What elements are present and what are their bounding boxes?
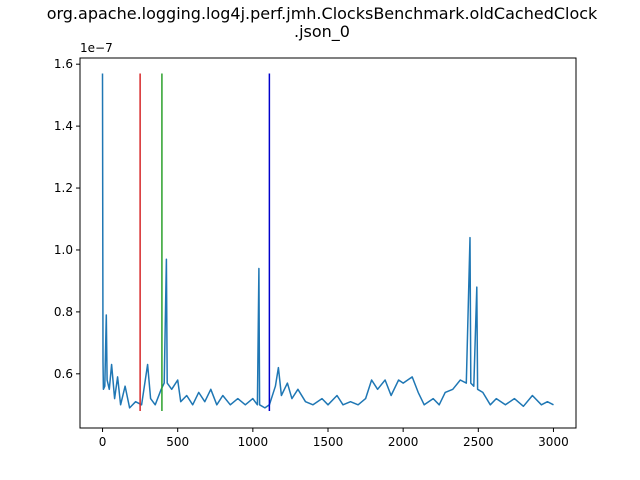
chart-title-line-2: .json_0 [294, 22, 350, 42]
y-tick-label: 1.6 [54, 57, 73, 71]
y-tick-label: 0.8 [54, 305, 73, 319]
axis-ticks: 0 500 1000 1500 2000 2500 3000 0.6 0.8 1.0 1.2 1.4 1… [54, 57, 569, 449]
x-tick-label: 0 [99, 435, 107, 449]
y-axis-offset-label: 1e−7 [80, 41, 113, 55]
axes-frame [79, 57, 577, 429]
chart-title-line-1: org.apache.logging.log4j.perf.jmh.Clocks… [47, 4, 598, 23]
y-tick-label: 1.4 [54, 119, 73, 133]
x-tick-label: 2000 [388, 435, 419, 449]
x-tick-label: 500 [166, 435, 189, 449]
x-tick-label: 2500 [463, 435, 494, 449]
y-tick-label: 1.0 [54, 243, 73, 257]
y-tick-label: 0.6 [54, 367, 73, 381]
series-line-0 [101, 73, 554, 409]
x-tick-label: 1000 [238, 435, 269, 449]
x-tick-label: 3000 [538, 435, 569, 449]
plot-area [101, 73, 554, 411]
y-tick-label: 1.2 [54, 181, 73, 195]
x-tick-label: 1500 [313, 435, 344, 449]
